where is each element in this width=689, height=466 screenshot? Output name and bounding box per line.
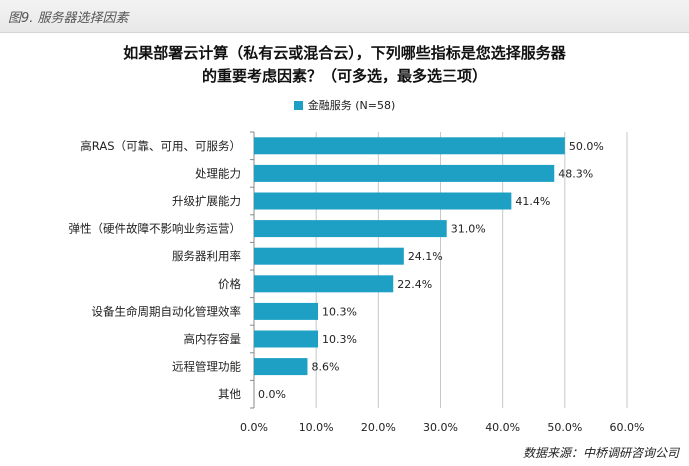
category-label: 价格 (218, 277, 241, 291)
category-label: 设备生命周期自动化管理效率 (92, 304, 242, 318)
value-label: 31.0% (451, 223, 486, 236)
data-source: 数据来源：中桥调研咨询公司 (522, 446, 679, 460)
legend-label: 金融服务 (N=58) (307, 99, 396, 112)
bar (254, 192, 512, 210)
value-label: 41.4% (515, 195, 550, 208)
chart-title-line-1: 如果部署云计算（私有云或混合云），下列哪些指标是您选择服务器 (123, 44, 566, 62)
category-label: 远程管理功能 (172, 360, 241, 374)
chart-title-line-2: 的重要考虑因素？（可多选，最多选三项） (201, 67, 487, 85)
legend-swatch (293, 101, 303, 110)
x-tick-label: 0.0% (240, 421, 268, 434)
value-label: 22.4% (397, 278, 432, 291)
bar (254, 137, 565, 155)
value-label: 10.3% (322, 333, 357, 346)
x-tick-label: 10.0% (299, 421, 334, 434)
x-tick-label: 20.0% (361, 421, 396, 434)
bar (254, 275, 394, 293)
bar (254, 330, 319, 348)
category-label: 升级扩展能力 (172, 194, 241, 208)
x-tick-label: 40.0% (485, 421, 520, 434)
category-label: 弹性（硬件故障不影响业务运营） (69, 222, 242, 236)
caption-bar: 图9. 服务器选择因素 (0, 0, 689, 33)
bar (254, 358, 308, 376)
bar (254, 302, 319, 320)
bar (254, 247, 404, 265)
category-label: 处理能力 (195, 166, 241, 180)
figure-caption: 图9. 服务器选择因素 (8, 11, 129, 26)
category-label: 高内存容量 (184, 332, 242, 346)
value-label: 8.6% (311, 361, 339, 374)
category-label: 高RAS（可靠、可用、可服务） (80, 139, 241, 153)
category-label: 服务器利用率 (172, 249, 241, 263)
chart-legend: 金融服务 (N=58) (0, 97, 689, 113)
value-label: 48.3% (558, 167, 593, 180)
value-label: 24.1% (408, 250, 443, 263)
category-label: 其他 (218, 387, 241, 401)
x-tick-label: 30.0% (423, 421, 458, 434)
value-label: 0.0% (258, 388, 286, 401)
x-tick-label: 60.0% (610, 421, 645, 434)
value-label: 10.3% (322, 305, 357, 318)
value-label: 50.0% (569, 140, 604, 153)
x-tick-label: 50.0% (547, 421, 582, 434)
bar (254, 220, 447, 238)
bar (254, 164, 555, 182)
